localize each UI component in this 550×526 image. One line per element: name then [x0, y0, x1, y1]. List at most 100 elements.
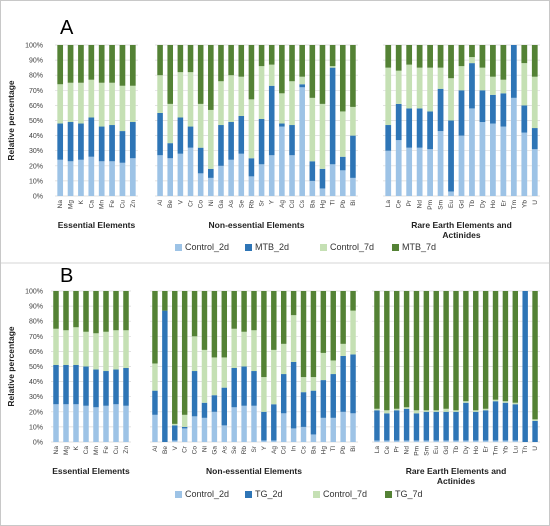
y-tick-label: 30%: [29, 148, 43, 155]
bar-segment: [340, 355, 346, 412]
x-tick-label: Sr: [251, 445, 258, 452]
bar-segment: [218, 81, 224, 126]
bar-segment: [300, 392, 307, 427]
bar-segment: [218, 165, 224, 196]
bar-segment: [93, 291, 99, 334]
bar-segment: [416, 45, 423, 68]
bar-segment: [177, 72, 184, 118]
bar-segment: [152, 390, 158, 415]
bar-segment: [443, 291, 449, 409]
bar-segment: [512, 291, 519, 403]
x-tick-label: Ga: [211, 446, 218, 455]
bar-segment: [319, 103, 326, 169]
bar-segment: [309, 180, 316, 196]
bar-segment: [53, 364, 59, 405]
bar-segment: [512, 404, 519, 441]
bar-segment: [299, 87, 305, 196]
bar-segment: [416, 147, 423, 196]
bar-segment: [78, 159, 84, 196]
bar-segment: [416, 108, 423, 148]
bar-segment: [300, 426, 307, 442]
bar-segment: [157, 112, 163, 156]
x-tick-label: Yb: [502, 446, 509, 454]
bar-segment: [290, 291, 297, 316]
bar-segment: [157, 45, 163, 76]
bar-segment: [384, 410, 390, 414]
bar-segment: [423, 440, 430, 442]
legend-entry: TG_2d: [255, 489, 283, 499]
bar-segment: [119, 85, 126, 132]
bar-segment: [350, 45, 356, 107]
x-tick-label: Cd: [281, 446, 288, 455]
y-tick-label: 70%: [29, 334, 43, 341]
bar-segment: [261, 291, 267, 378]
bar-segment: [197, 103, 204, 148]
panel-label: A: [60, 17, 74, 39]
bar-segment: [211, 291, 218, 358]
x-tick-label: Pm: [413, 446, 420, 456]
bar-segment: [53, 404, 59, 442]
bar-segment: [350, 310, 356, 355]
bar-segment: [339, 111, 346, 157]
bar-segment: [502, 402, 509, 441]
bar-segment: [98, 45, 105, 83]
bar-segment: [191, 336, 198, 372]
bar-segment: [395, 140, 402, 196]
bar-segment: [93, 369, 99, 408]
x-tick-label: Sm: [438, 200, 445, 210]
bar-segment: [309, 45, 316, 98]
x-tick-label: Tb: [469, 200, 476, 208]
bar-segment: [406, 45, 413, 65]
bar-segment: [181, 428, 188, 442]
bar-segment: [433, 411, 439, 441]
bar-segment: [228, 159, 234, 196]
x-tick-label: Tm: [493, 446, 500, 455]
bar-segment: [458, 135, 465, 196]
bar-segment: [279, 45, 285, 94]
bar-segment: [479, 67, 486, 91]
x-tick-label: La: [385, 200, 392, 208]
bar-segment: [482, 410, 489, 441]
y-tick-label: 0%: [33, 440, 43, 447]
x-tick-label: Ca: [83, 446, 90, 455]
legend-swatch: [385, 491, 392, 498]
bar-segment: [238, 153, 245, 196]
legend-swatch: [245, 491, 252, 498]
x-tick-label: Tl: [330, 199, 337, 205]
legend-entry: Control_7d: [330, 242, 374, 252]
bar-segment: [502, 440, 509, 442]
bar-segment: [152, 291, 158, 364]
bar-segment: [521, 45, 528, 64]
bar-segment: [463, 291, 469, 402]
x-tick-label: Dy: [463, 445, 470, 454]
bar-segment: [268, 64, 275, 86]
y-tick-label: 100%: [25, 43, 43, 50]
bar-segment: [248, 158, 255, 177]
bar-segment: [258, 66, 265, 119]
bar-segment: [83, 331, 89, 367]
x-tick-label: Pr: [406, 199, 413, 206]
bar-segment: [123, 291, 129, 331]
bar-segment: [310, 434, 317, 442]
bar-segment: [473, 410, 479, 412]
legend-swatch: [392, 244, 399, 251]
bar-segment: [83, 366, 89, 406]
x-tick-label: Lu: [512, 446, 519, 454]
bar-segment: [374, 291, 380, 409]
x-tick-label: Ni: [201, 446, 208, 452]
bar-segment: [413, 413, 420, 441]
x-tick-label: Ho: [490, 200, 497, 209]
bar-segment: [482, 291, 489, 409]
bar-segment: [350, 135, 356, 178]
x-tick-label: Th: [522, 446, 529, 454]
bar-segment: [500, 79, 507, 94]
bar-segment: [385, 150, 392, 196]
bar-segment: [385, 45, 392, 68]
bar-segment: [453, 410, 459, 412]
bar-segment: [393, 410, 400, 441]
x-tick-label: Rb: [248, 200, 255, 209]
bar-segment: [172, 440, 178, 442]
bar-segment: [453, 291, 459, 411]
bar-segment: [208, 168, 214, 178]
y-tick-label: 90%: [29, 58, 43, 65]
